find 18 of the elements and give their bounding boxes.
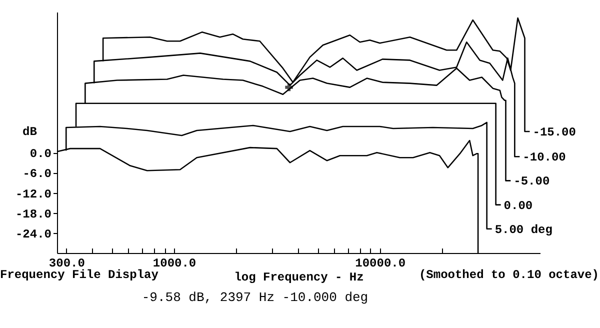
- y-tick-label: -24.0: [15, 227, 52, 242]
- x-axis-title: log Frequency - Hz: [234, 270, 364, 284]
- text: -9.58 dB, 2397 Hz -10.000 deg: [142, 290, 368, 305]
- series-label: 0.00: [504, 198, 533, 213]
- y-tick-label: -18.0: [15, 207, 52, 222]
- x-tick-label: 300.0: [48, 256, 85, 270]
- y-axis-title: dB: [22, 125, 37, 140]
- text: (Smoothed to 0.10 octave): [418, 268, 599, 282]
- y-tick-label: -12.0: [15, 187, 52, 202]
- series-label: -15.00: [532, 125, 576, 140]
- series-label: -5.00: [514, 174, 550, 189]
- y-tick-label: -6.0: [22, 167, 52, 182]
- series-label: -10.00: [522, 150, 566, 165]
- x-tick-label: 1000.0: [152, 256, 196, 270]
- y-tick-label: 0.0: [30, 147, 52, 162]
- x-tick-label: 10000.0: [355, 256, 406, 270]
- text: Frequency File Display: [0, 268, 158, 282]
- series-label: 5.00 deg: [494, 222, 552, 237]
